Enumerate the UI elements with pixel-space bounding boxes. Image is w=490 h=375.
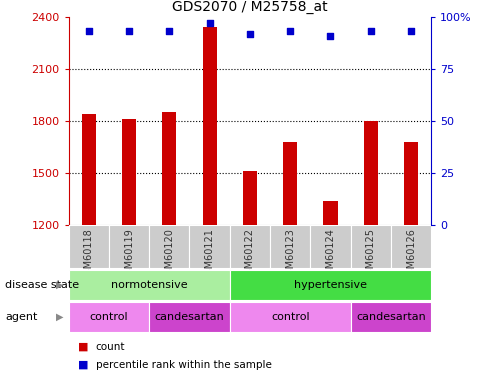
Point [286, 28, 294, 34]
Text: GSM60125: GSM60125 [366, 228, 376, 282]
Bar [310, 225, 351, 268]
Text: control: control [271, 312, 310, 322]
Bar [283, 142, 297, 375]
Text: control: control [90, 312, 128, 322]
Bar [69, 225, 109, 268]
Text: GSM60118: GSM60118 [84, 228, 94, 281]
Text: disease state: disease state [5, 280, 79, 290]
Bar [69, 302, 149, 332]
Text: percentile rank within the sample: percentile rank within the sample [96, 360, 271, 369]
Text: candesartan: candesartan [356, 312, 426, 322]
Bar [69, 270, 230, 300]
Bar [351, 302, 431, 332]
Bar [149, 302, 230, 332]
Bar [230, 225, 270, 268]
Text: candesartan: candesartan [154, 312, 224, 322]
Bar [404, 142, 418, 375]
Text: GSM60119: GSM60119 [124, 228, 134, 281]
Bar [364, 121, 378, 375]
Text: ■: ■ [78, 360, 89, 369]
Point [166, 28, 173, 34]
Text: GSM60124: GSM60124 [325, 228, 336, 281]
Text: ■: ■ [78, 342, 89, 352]
Bar [202, 27, 217, 375]
Bar [82, 114, 96, 375]
Point [407, 28, 415, 34]
Bar [162, 112, 176, 375]
Text: GSM60123: GSM60123 [285, 228, 295, 281]
Text: hypertensive: hypertensive [294, 280, 367, 290]
Point [326, 33, 334, 39]
Text: count: count [96, 342, 125, 352]
Bar [190, 225, 230, 268]
Bar [230, 270, 431, 300]
Text: agent: agent [5, 312, 37, 322]
Bar [270, 225, 310, 268]
Bar [122, 119, 136, 375]
Text: ▶: ▶ [56, 312, 64, 322]
Text: GSM60120: GSM60120 [164, 228, 174, 281]
Bar [109, 225, 149, 268]
Bar [391, 225, 431, 268]
Bar [243, 171, 257, 375]
Bar [230, 302, 351, 332]
Text: ▶: ▶ [56, 280, 64, 290]
Text: GSM60121: GSM60121 [205, 228, 215, 281]
Point [206, 20, 214, 26]
Point [246, 30, 254, 36]
Point [85, 28, 93, 34]
Bar [323, 201, 338, 375]
Title: GDS2070 / M25758_at: GDS2070 / M25758_at [172, 0, 328, 15]
Text: GSM60122: GSM60122 [245, 228, 255, 282]
Point [125, 28, 133, 34]
Bar [149, 225, 190, 268]
Text: GSM60126: GSM60126 [406, 228, 416, 281]
Point [367, 28, 375, 34]
Bar [351, 225, 391, 268]
Text: normotensive: normotensive [111, 280, 188, 290]
